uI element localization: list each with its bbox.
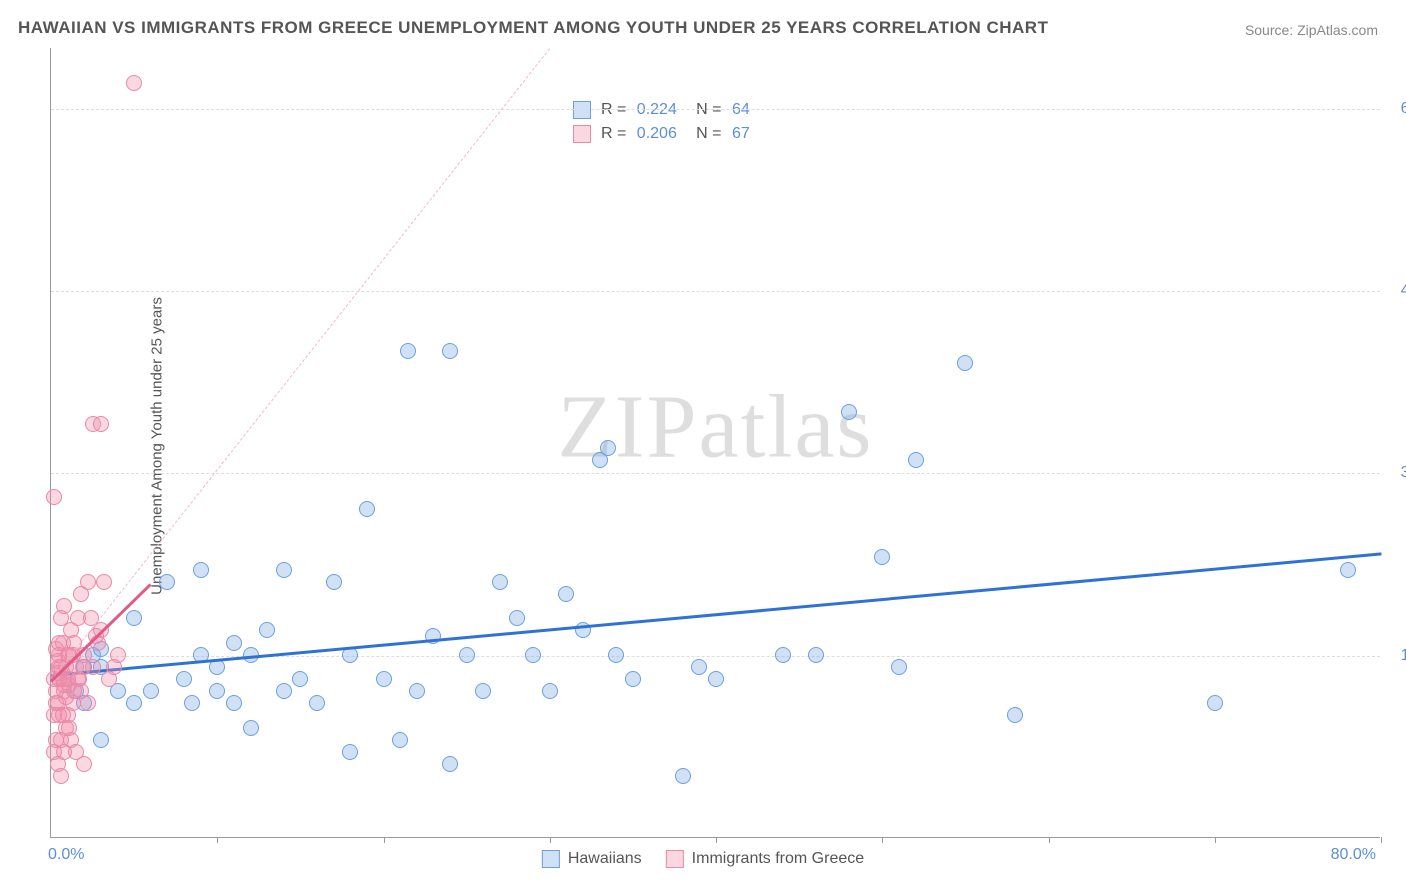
scatter-point [1340, 562, 1356, 578]
scatter-point [143, 683, 159, 699]
scatter-point [259, 622, 275, 638]
chart-plot-area: ZIPatlas R = 0.224 N = 64R = 0.206 N = 6… [50, 48, 1380, 838]
scatter-point [93, 732, 109, 748]
y-tick-label: 60.0% [1401, 100, 1406, 118]
scatter-point [342, 744, 358, 760]
legend-swatch [542, 850, 560, 868]
scatter-point [675, 768, 691, 784]
gridline [51, 291, 1380, 292]
scatter-point [608, 647, 624, 663]
scatter-point [176, 671, 192, 687]
scatter-point [392, 732, 408, 748]
scatter-point [46, 707, 62, 723]
scatter-point [193, 562, 209, 578]
x-tick [1049, 837, 1050, 843]
scatter-point [226, 635, 242, 651]
scatter-point [226, 695, 242, 711]
x-axis-origin-label: 0.0% [48, 846, 84, 864]
scatter-point [76, 756, 92, 772]
x-tick [1215, 837, 1216, 843]
legend-label: Immigrants from Greece [692, 850, 864, 868]
scatter-point [93, 416, 109, 432]
scatter-point [326, 574, 342, 590]
scatter-point [56, 677, 72, 693]
scatter-point [600, 440, 616, 456]
scatter-point [53, 768, 69, 784]
scatter-point [409, 683, 425, 699]
scatter-point [542, 683, 558, 699]
x-tick [217, 837, 218, 843]
legend-item: Immigrants from Greece [666, 850, 864, 868]
trend-line [51, 48, 551, 681]
scatter-point [80, 574, 96, 590]
correlation-row: R = 0.206 N = 67 [563, 122, 766, 146]
scatter-point [276, 562, 292, 578]
correlation-text: R = 0.206 N = 67 [601, 125, 756, 143]
scatter-point [96, 574, 112, 590]
scatter-point [106, 659, 122, 675]
gridline [51, 109, 1380, 110]
scatter-point [1207, 695, 1223, 711]
legend-label: Hawaiians [568, 850, 642, 868]
scatter-point [841, 404, 857, 420]
x-tick [550, 837, 551, 843]
trend-line [51, 552, 1381, 677]
scatter-point [808, 647, 824, 663]
scatter-point [442, 343, 458, 359]
scatter-point [874, 549, 890, 565]
legend-item: Hawaiians [542, 850, 642, 868]
y-tick-label: 15.0% [1401, 647, 1406, 665]
y-tick-label: 30.0% [1401, 464, 1406, 482]
scatter-point [359, 501, 375, 517]
scatter-point [775, 647, 791, 663]
scatter-point [509, 610, 525, 626]
scatter-point [292, 671, 308, 687]
scatter-point [376, 671, 392, 687]
scatter-point [243, 720, 259, 736]
gridline [51, 473, 1380, 474]
scatter-point [126, 695, 142, 711]
legend-swatch [573, 101, 591, 119]
scatter-point [525, 647, 541, 663]
scatter-point [459, 647, 475, 663]
scatter-point [400, 343, 416, 359]
legend-swatch [666, 850, 684, 868]
scatter-point [908, 452, 924, 468]
correlation-text: R = 0.224 N = 64 [601, 101, 756, 119]
scatter-point [442, 756, 458, 772]
scatter-point [126, 75, 142, 91]
scatter-point [209, 683, 225, 699]
scatter-point [309, 695, 325, 711]
x-tick [1381, 837, 1382, 843]
x-tick [384, 837, 385, 843]
scatter-point [83, 610, 99, 626]
scatter-point [126, 610, 142, 626]
scatter-point [46, 489, 62, 505]
x-tick [882, 837, 883, 843]
scatter-point [159, 574, 175, 590]
scatter-point [708, 671, 724, 687]
scatter-point [691, 659, 707, 675]
scatter-point [53, 732, 69, 748]
scatter-point [56, 598, 72, 614]
correlation-legend: R = 0.224 N = 64 R = 0.206 N = 67 [563, 98, 766, 146]
source-link[interactable]: Source: ZipAtlas.com [1245, 22, 1378, 38]
y-tick-label: 45.0% [1401, 282, 1406, 300]
scatter-point [625, 671, 641, 687]
scatter-point [276, 683, 292, 699]
scatter-point [80, 695, 96, 711]
series-legend: Hawaiians Immigrants from Greece [542, 850, 864, 868]
scatter-point [184, 695, 200, 711]
scatter-point [957, 355, 973, 371]
scatter-point [475, 683, 491, 699]
scatter-point [1007, 707, 1023, 723]
scatter-point [891, 659, 907, 675]
chart-title: HAWAIIAN VS IMMIGRANTS FROM GREECE UNEMP… [18, 18, 1048, 38]
correlation-row: R = 0.224 N = 64 [563, 98, 766, 122]
x-tick [716, 837, 717, 843]
scatter-point [558, 586, 574, 602]
legend-swatch [573, 125, 591, 143]
scatter-point [492, 574, 508, 590]
x-axis-max-label: 80.0% [1331, 846, 1376, 864]
